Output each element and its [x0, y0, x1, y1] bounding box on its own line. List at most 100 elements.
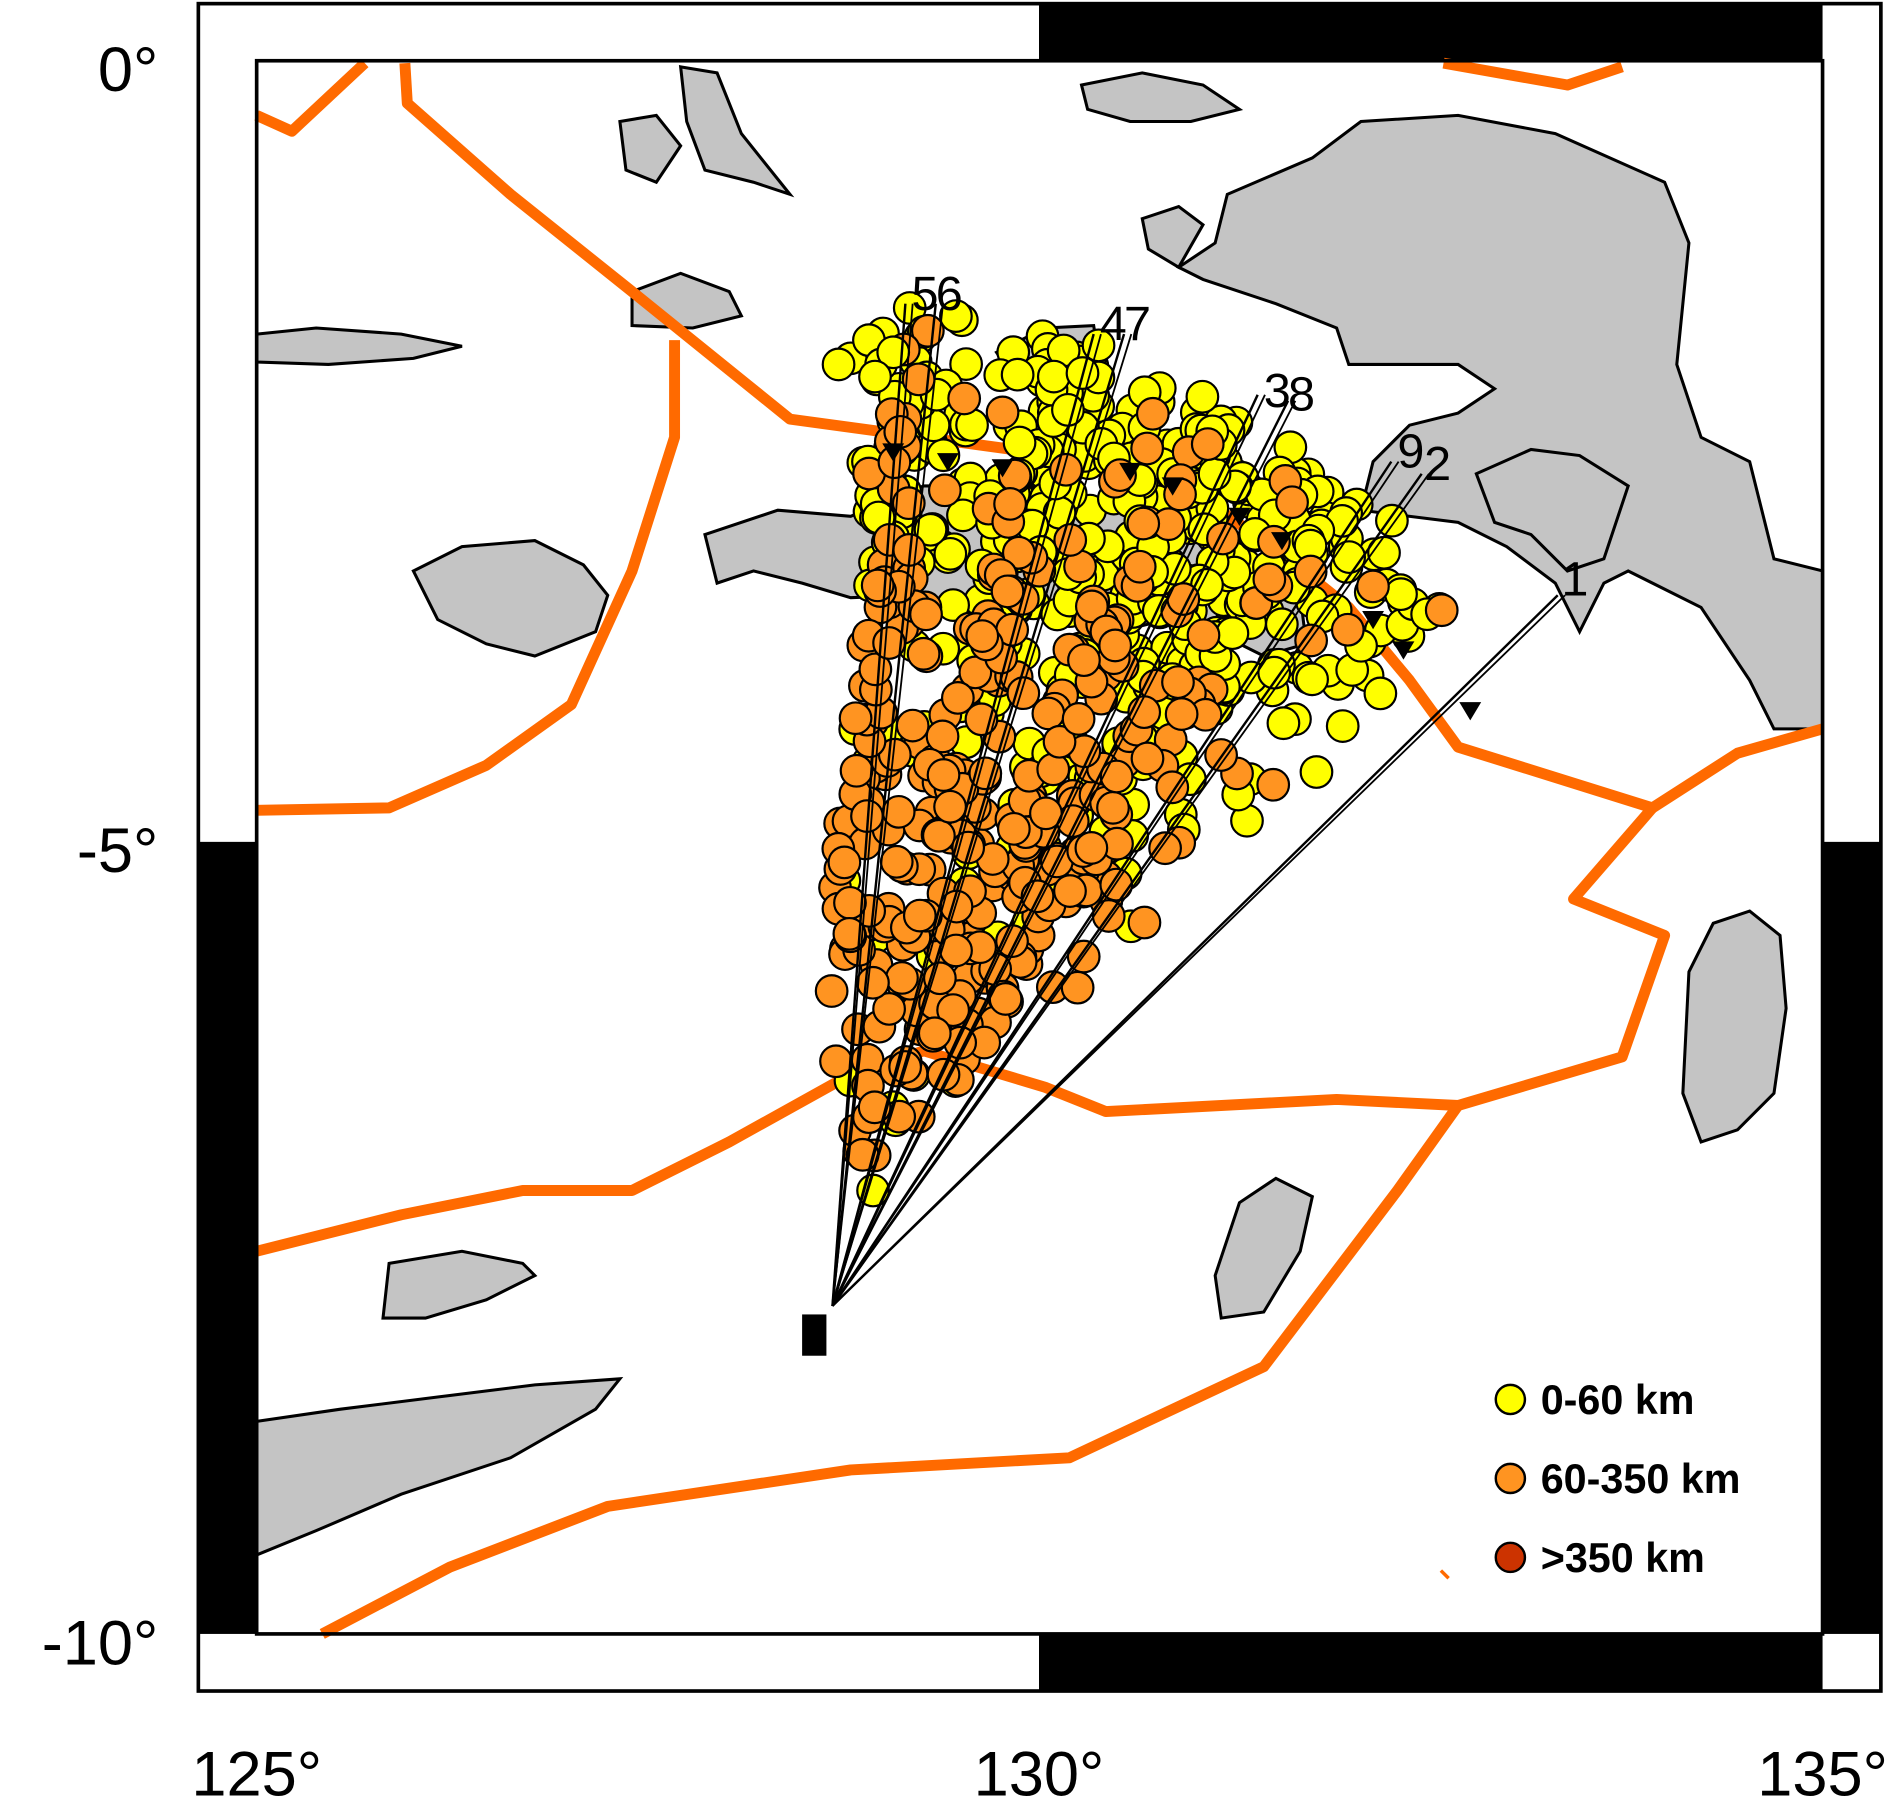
- profile-line: [831, 461, 1400, 1307]
- profile-line: [831, 303, 914, 1306]
- legend-label: >350 km: [1541, 1535, 1705, 1581]
- earthquake: [951, 830, 986, 865]
- profile-line: [831, 333, 1133, 1307]
- trench-tooth: [1392, 641, 1415, 660]
- profile-label: 2: [1424, 437, 1451, 491]
- earthquake: [1215, 616, 1250, 651]
- earthquake: [1252, 562, 1287, 597]
- earthquake: [1330, 612, 1365, 647]
- earthquake: [1096, 790, 1130, 825]
- profile-label: 6: [936, 267, 963, 321]
- earthquake: [838, 701, 873, 736]
- profile-label: 9: [1397, 425, 1424, 479]
- earthquake: [1130, 741, 1165, 776]
- lat-label: 0°: [98, 35, 158, 105]
- earthquake: [947, 381, 982, 416]
- legend-symbol: [1494, 1541, 1527, 1574]
- trench-tooth: [1119, 462, 1142, 482]
- earthquake: [821, 347, 856, 382]
- earthquake: [910, 313, 945, 348]
- trench-tooth: [1161, 477, 1184, 496]
- profile-label: 8: [1288, 368, 1315, 422]
- earthquake: [1127, 905, 1162, 940]
- earthquake: [1067, 643, 1101, 678]
- profile-line: [831, 460, 1393, 1307]
- earthquake: [1051, 392, 1085, 427]
- profile-label: 4: [1100, 297, 1127, 351]
- earthquake: [1006, 676, 1041, 711]
- earthquake: [1122, 549, 1157, 584]
- profile-line: [831, 394, 1259, 1307]
- earthquake: [940, 681, 975, 715]
- profile-line: [831, 394, 1266, 1307]
- earthquake: [1190, 427, 1225, 462]
- earthquake: [1185, 379, 1220, 414]
- profile-line: [831, 473, 1423, 1307]
- earthquake: [985, 395, 1020, 430]
- trench-tooth: [1271, 532, 1293, 551]
- earthquake: [939, 299, 973, 333]
- earthquake: [1424, 593, 1459, 628]
- earthquake: [814, 974, 849, 1008]
- earthquake: [872, 992, 906, 1026]
- earthquake: [1148, 831, 1182, 866]
- map-border: [254, 58, 1825, 1636]
- earthquake: [1135, 396, 1170, 431]
- earthquake: [1061, 702, 1096, 736]
- trench-tooth: [936, 453, 959, 472]
- profile-label: 3: [1264, 364, 1291, 418]
- earthquake: [927, 473, 962, 508]
- earthquake: [1295, 662, 1329, 697]
- profile-label: 7: [1124, 297, 1151, 351]
- legend-label: 0-60 km: [1541, 1377, 1695, 1423]
- earthquake: [1164, 697, 1199, 731]
- earthquake: [883, 414, 918, 449]
- earthquake: [1000, 357, 1035, 392]
- profile-line: [831, 400, 1297, 1307]
- earthquake: [996, 811, 1031, 846]
- earthquake: [909, 597, 943, 632]
- earthquake: [925, 719, 960, 754]
- earthquake: [990, 574, 1025, 609]
- earthquake: [879, 844, 914, 879]
- profile-line: [831, 333, 1126, 1307]
- profile-line: [831, 400, 1290, 1307]
- earthquake: [839, 753, 874, 788]
- profile-line: [831, 303, 907, 1307]
- earthquake: [1042, 724, 1077, 759]
- earthquake: [1002, 425, 1037, 460]
- legend-label: 60-350 km: [1541, 1456, 1741, 1502]
- lon-label: 135°: [1757, 1739, 1888, 1804]
- earthquake: [922, 818, 956, 853]
- earthquake: [1363, 676, 1398, 711]
- earthquake: [1256, 767, 1291, 802]
- profile-label: 1: [1561, 552, 1588, 606]
- trench-tooth: [1459, 702, 1482, 721]
- profile-line: [831, 333, 1095, 1307]
- earthquake: [993, 487, 1027, 521]
- earthquake: [1053, 523, 1088, 557]
- earthquake: [902, 898, 937, 933]
- earthquakes: [814, 291, 1459, 1208]
- earthquake: [933, 536, 968, 571]
- earthquake: [827, 845, 862, 880]
- trench-tooth: [882, 443, 905, 462]
- earthquake: [922, 961, 957, 996]
- earthquake: [933, 789, 967, 824]
- trench-tooth: [991, 459, 1014, 478]
- earthquake: [949, 347, 984, 381]
- earthquake: [1130, 431, 1165, 466]
- earthquake: [856, 965, 890, 1000]
- trench-tooth: [1228, 507, 1251, 527]
- station: [802, 1314, 827, 1356]
- profile-line: [831, 333, 1102, 1307]
- earthquake: [895, 708, 930, 743]
- profile-line: [831, 594, 1566, 1307]
- lon-label: 125°: [191, 1739, 322, 1804]
- profile-line: [831, 473, 1430, 1307]
- earthquake: [1266, 706, 1301, 741]
- earthquake: [1186, 618, 1221, 653]
- earthquake: [1127, 695, 1162, 730]
